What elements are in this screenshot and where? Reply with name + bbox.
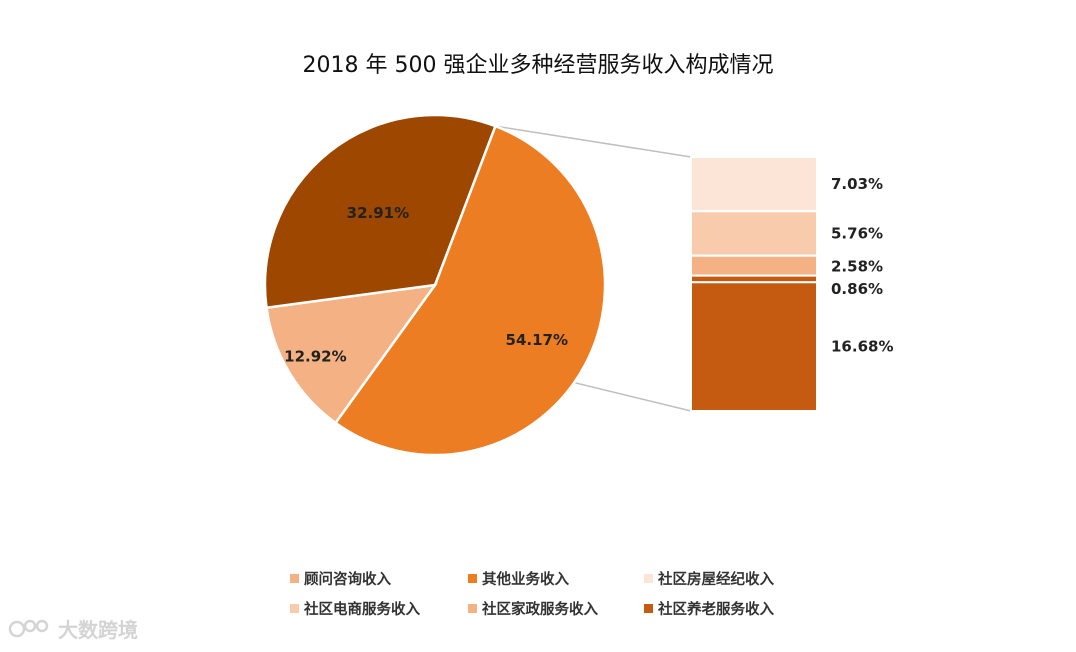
legend-item-5: 社区养老服务收入 (644, 598, 834, 619)
watermark-text: 大数跨境 (58, 618, 138, 642)
legend-item-3: 社区电商服务收入 (290, 598, 468, 619)
pie-slice-1 (265, 283, 438, 425)
legend-swatch (644, 574, 653, 583)
legend-swatch (290, 574, 299, 583)
legend-swatch (468, 604, 477, 613)
connector-line-top (495, 125, 692, 158)
legend-item-2: 社区房屋经纪收入 (644, 568, 834, 589)
pie-label-1: 12.92% (284, 348, 346, 366)
bar-segment-1 (690, 210, 818, 257)
legend-swatch (468, 574, 477, 583)
pie-label-2: 32.91% (347, 204, 409, 222)
legend-label: 社区房屋经纪收入 (658, 572, 774, 588)
legend-swatch (290, 604, 299, 613)
pie-label-0: 54.17% (506, 331, 568, 349)
legend: 顾问咨询收入 其他业务收入 社区房屋经纪收入社区电商服务收入 社区家政服务收入 社区养老… (290, 568, 850, 619)
legend-swatch (644, 604, 653, 613)
legend-label: 社区电商服务收入 (304, 602, 420, 618)
legend-label: 社区家政服务收入 (482, 602, 598, 618)
bar-segment-4 (690, 281, 818, 413)
watermark: 大数跨境 (8, 614, 138, 643)
bar-label-1: 5.76% (831, 225, 883, 243)
bar-segment-2 (690, 254, 818, 277)
legend-item-1: 其他业务收入 (468, 568, 644, 589)
chart-title: 2018 年 500 强企业多种经营服务收入构成情况 (302, 53, 774, 78)
pie-slice-2 (263, 113, 497, 310)
legend-label: 顾问咨询收入 (304, 572, 391, 588)
bar-label-0: 7.03% (831, 175, 883, 193)
bar-label-4: 16.68% (831, 338, 893, 356)
bar-label-3: 0.86% (831, 280, 883, 298)
legend-item-4: 社区家政服务收入 (468, 598, 644, 619)
bar-segment-0 (690, 156, 818, 213)
watermark-logo-icon (8, 619, 49, 637)
legend-label: 社区养老服务收入 (658, 602, 774, 618)
legend-item-0: 顾问咨询收入 (290, 568, 468, 589)
pie-slice-0 (333, 124, 607, 457)
bar-label-2: 2.58% (831, 258, 883, 276)
stacked-bar: 7.03% 5.76% 2.58% 0.86% 16.68% (690, 156, 893, 413)
pie-chart: 54.17% 12.92% 32.91% (263, 113, 607, 457)
legend-label: 其他业务收入 (482, 572, 569, 588)
